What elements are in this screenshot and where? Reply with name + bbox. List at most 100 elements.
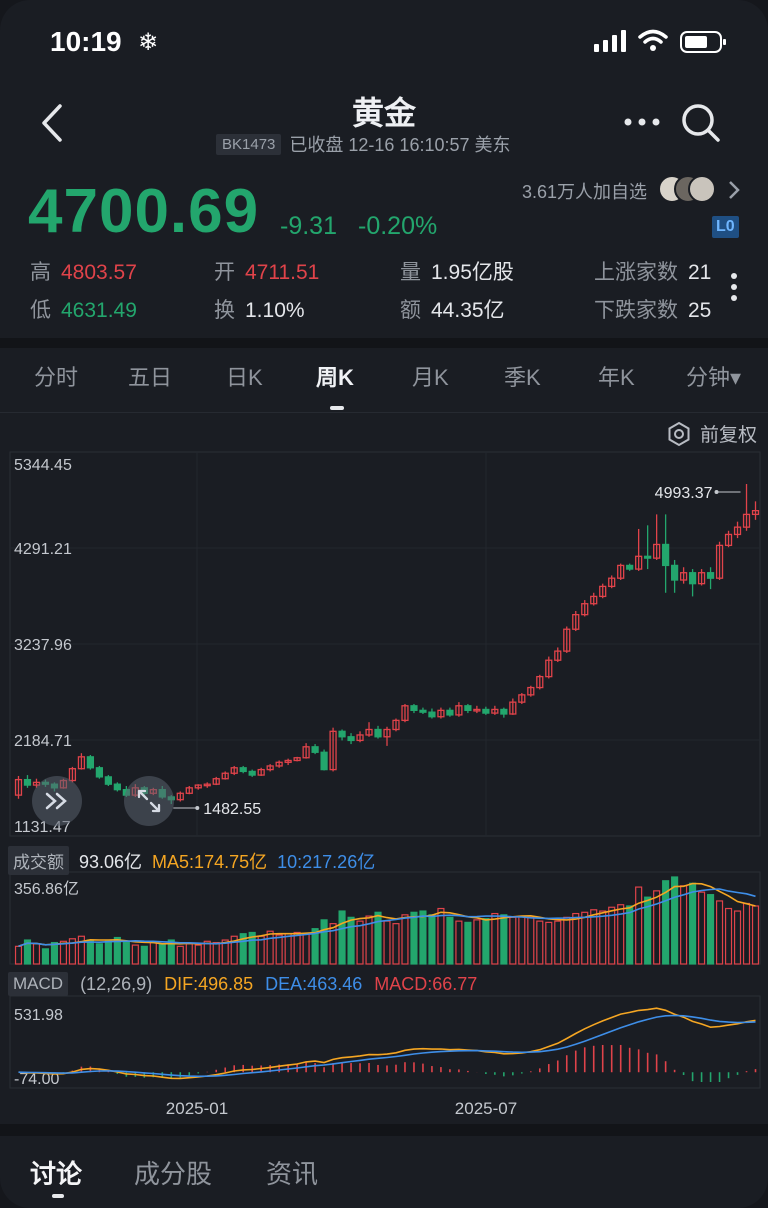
volume-bar [590,909,598,965]
candle-body [230,767,238,774]
y-tick-label: 2184.71 [14,733,72,750]
search-icon[interactable] [680,102,722,144]
volume-bar [284,933,292,965]
low-label: 低 [30,299,51,322]
candle-body [338,730,346,738]
tab-minutes[interactable]: 分钟▾ [686,365,742,390]
candle-body [688,572,697,585]
candle-body [419,709,427,713]
volume-bar [50,941,59,965]
candle-body [248,770,256,776]
tab-constituents[interactable]: 成分股 [134,1159,213,1189]
candle-body [527,686,535,696]
candle-body [455,705,463,716]
price-adjust-toggle[interactable]: 前复权 [666,420,757,447]
period-tabs: 分时 五日 日K 周K 月K 季K 年K 分钟▾ [0,360,768,404]
back-arrow-icon[interactable] [36,102,72,144]
volume-max-label: 356.86亿 [14,880,79,898]
volume-bar [626,905,634,965]
volume-bar [482,918,490,965]
volume-bar [563,916,571,965]
snowflake-icon: ❄ [138,29,159,56]
follower-avatars[interactable] [658,173,718,205]
kline-chart[interactable]: 5344.454291.213237.962184.711131.474993.… [0,448,768,1124]
candle-body [509,701,517,715]
volume-value: 1.95亿股 [431,261,514,284]
high-value: 4803.57 [61,261,137,284]
candle-body [176,792,184,801]
candle-body [518,694,526,703]
volume-label: 量 [400,261,421,284]
tab-weekly[interactable]: 周K [316,365,354,390]
volume-bar [113,936,121,965]
candle-body [311,746,319,753]
macd-value: MACD:66.77 [374,973,478,994]
volume-bar [500,914,508,965]
candle-body [77,756,86,770]
volume-bar [77,935,85,965]
volume-bar [724,907,733,965]
tab-quarterly[interactable]: 季K [504,365,541,390]
candle-body [697,572,706,585]
candle-body [194,784,202,789]
candle-body [572,613,580,630]
volume-bar [203,940,211,965]
volume-bar [733,910,742,965]
chevron-right-icon[interactable] [728,180,740,200]
battery-icon [680,31,726,53]
volume-bar [158,943,166,965]
candle-body [724,533,733,547]
candle-body [715,544,724,579]
x-tick-label: 2025-01 [166,1099,228,1118]
volume-bar [401,914,409,965]
volume-current: 93.06亿 [79,851,143,872]
candle-body [293,757,301,762]
candle-body [95,767,104,778]
volume-bar [68,938,76,965]
y-tick-label: 5344.45 [14,457,72,474]
tab-intraday[interactable]: 分时 [34,365,79,390]
candle-body [733,526,742,536]
candle-body [374,728,382,738]
candle-body [635,555,643,570]
candle-body [482,708,490,714]
volume-bar [437,907,445,965]
volume-bar [671,876,679,965]
candle-body [446,709,454,716]
low-value: 4631.49 [61,299,137,322]
volume-bar [239,933,247,965]
volume-bar [338,910,346,965]
more-options-icon[interactable] [622,110,662,134]
fast-forward-button[interactable] [32,776,82,826]
candle-body [329,730,337,771]
volume-bar [347,916,355,965]
level-badge[interactable]: L0 [712,216,739,238]
tab-yearly[interactable]: 年K [598,365,635,390]
volume-bar [59,940,67,965]
candle-body [86,756,95,769]
fullscreen-button[interactable] [124,776,174,826]
stat-up-count: 上涨家数 21 [594,256,711,286]
macd-indicator-label[interactable]: MACD [8,972,69,996]
volume-bar [392,923,400,965]
tab-discussion[interactable]: 讨论 [30,1159,83,1189]
tab-five-day[interactable]: 五日 [128,365,173,390]
candle-body [320,751,328,771]
tab-monthly[interactable]: 月K [412,365,449,390]
volume-bar [680,885,688,965]
security-code: BK1473 [216,133,282,155]
stat-volume: 量 1.95亿股 [400,256,514,286]
volume-bar [311,928,319,965]
expand-stats-icon[interactable] [730,272,738,302]
volume-bar [446,916,454,965]
macd-bottom-label: -74.00 [14,1071,59,1088]
volume-bar [374,911,382,965]
volume-bar [185,943,193,965]
price-change: -9.31 [280,212,337,240]
tab-news[interactable]: 资讯 [266,1159,319,1189]
candle-body [554,650,562,661]
candle-body [670,564,679,581]
tab-daily[interactable]: 日K [226,365,263,390]
volume-indicator-label[interactable]: 成交额 [8,846,69,875]
followers-count[interactable]: 3.61万人加自选 [522,182,648,202]
